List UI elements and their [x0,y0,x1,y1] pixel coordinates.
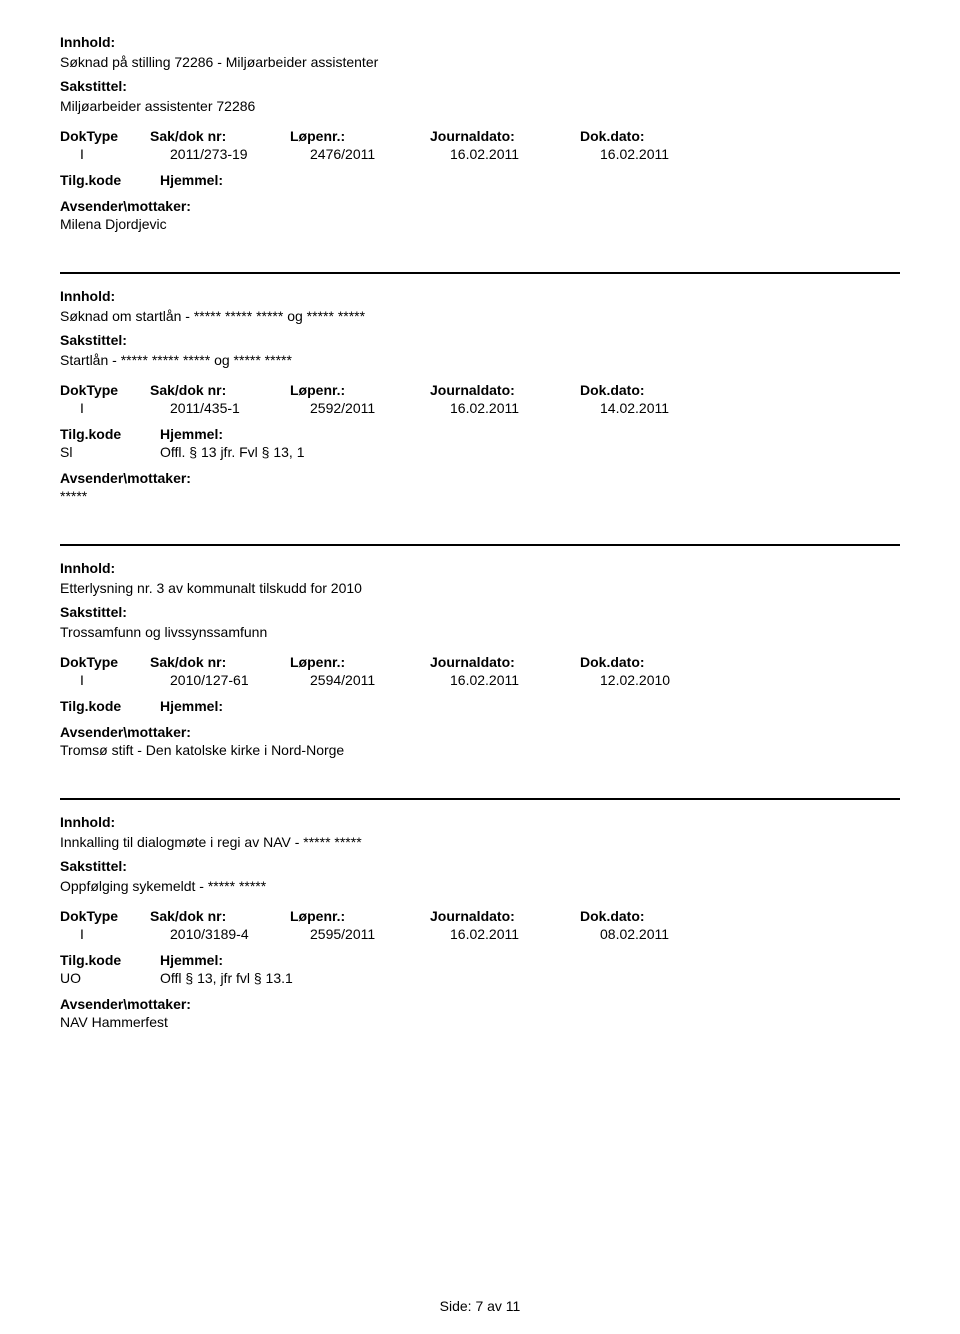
sakstittel-label: Sakstittel: [60,332,900,348]
tilgkode-header: Tilg.kode [60,426,160,442]
sakstittel-label: Sakstittel: [60,858,900,874]
innhold-value: Søknad om startlån - ***** ***** ***** o… [60,308,900,324]
row-headers: DokType Sak/dok nr: Løpenr.: Journaldato… [60,654,900,670]
innhold-value: Innkalling til dialogmøte i regi av NAV … [60,834,900,850]
lopenr-value: 2592/2011 [310,400,450,416]
page-footer: Side: 7 av 11 [0,1298,960,1314]
row-headers: DokType Sak/dok nr: Løpenr.: Journaldato… [60,382,900,398]
record: Innhold: Etterlysning nr. 3 av kommunalt… [60,544,900,758]
hjemmel-header: Hjemmel: [160,426,460,442]
innhold-label: Innhold: [60,34,900,50]
doktype-header: DokType [60,908,150,924]
sakdok-value: 2010/3189-4 [170,926,310,942]
hjemmel-value: Offl § 13, jfr fvl § 13.1 [160,970,560,986]
journaldato-value: 16.02.2011 [450,146,600,162]
sakstittel-label: Sakstittel: [60,78,900,94]
sakstittel-value: Trossamfunn og livssynssamfunn [60,624,900,640]
dokdato-value: 12.02.2010 [600,672,750,688]
dokdato-value: 08.02.2011 [600,926,750,942]
sakstittel-value: Oppfølging sykemeldt - ***** ***** [60,878,900,894]
record: Innhold: Søknad om startlån - ***** ****… [60,272,900,504]
avsender-label: Avsender\mottaker: [60,470,900,486]
lopenr-value: 2595/2011 [310,926,450,942]
tilg-row: Tilg.kode Hjemmel: [60,426,900,442]
hjemmel-value: Offl. § 13 jfr. Fvl § 13, 1 [160,444,560,460]
tilg-row: Tilg.kode Hjemmel: [60,698,900,714]
hjemmel-header: Hjemmel: [160,952,460,968]
innhold-value: Søknad på stilling 72286 - Miljøarbeider… [60,54,900,70]
doktype-header: DokType [60,654,150,670]
journaldato-value: 16.02.2011 [450,926,600,942]
tilgkode-header: Tilg.kode [60,698,160,714]
tilgkode-header: Tilg.kode [60,172,160,188]
dokdato-header: Dok.dato: [580,128,730,144]
sakdok-header: Sak/dok nr: [150,908,290,924]
sakdok-header: Sak/dok nr: [150,654,290,670]
avsender-label: Avsender\mottaker: [60,198,900,214]
record: Innhold: Søknad på stilling 72286 - Milj… [60,20,900,232]
dokdato-value: 14.02.2011 [600,400,750,416]
tilg-row: Tilg.kode Hjemmel: [60,952,900,968]
avsender-label: Avsender\mottaker: [60,996,900,1012]
doktype-value: I [60,146,170,162]
journaldato-value: 16.02.2011 [450,400,600,416]
row-values: I 2010/3189-4 2595/2011 16.02.2011 08.02… [60,926,900,942]
tilgkode-value: Sl [60,444,160,460]
row-values: I 2010/127-61 2594/2011 16.02.2011 12.02… [60,672,900,688]
innhold-value: Etterlysning nr. 3 av kommunalt tilskudd… [60,580,900,596]
avsender-value: NAV Hammerfest [60,1014,900,1030]
doktype-header: DokType [60,382,150,398]
tilg-values: UO Offl § 13, jfr fvl § 13.1 [60,970,900,986]
doktype-header: DokType [60,128,150,144]
innhold-label: Innhold: [60,560,900,576]
doktype-value: I [60,672,170,688]
sakdok-value: 2010/127-61 [170,672,310,688]
lopenr-value: 2594/2011 [310,672,450,688]
doktype-value: I [60,400,170,416]
lopenr-header: Løpenr.: [290,382,430,398]
lopenr-value: 2476/2011 [310,146,450,162]
tilg-values: Sl Offl. § 13 jfr. Fvl § 13, 1 [60,444,900,460]
tilgkode-header: Tilg.kode [60,952,160,968]
sakdok-value: 2011/273-19 [170,146,310,162]
avsender-value: Tromsø stift - Den katolske kirke i Nord… [60,742,900,758]
dokdato-value: 16.02.2011 [600,146,750,162]
sakdok-header: Sak/dok nr: [150,128,290,144]
journaldato-value: 16.02.2011 [450,672,600,688]
lopenr-header: Løpenr.: [290,128,430,144]
hjemmel-header: Hjemmel: [160,698,460,714]
sakdok-value: 2011/435-1 [170,400,310,416]
hjemmel-header: Hjemmel: [160,172,460,188]
tilgkode-value: UO [60,970,160,986]
sakstittel-label: Sakstittel: [60,604,900,620]
journaldato-header: Journaldato: [430,654,580,670]
avsender-value: ***** [60,488,900,504]
tilg-row: Tilg.kode Hjemmel: [60,172,900,188]
row-values: I 2011/435-1 2592/2011 16.02.2011 14.02.… [60,400,900,416]
innhold-label: Innhold: [60,814,900,830]
dokdato-header: Dok.dato: [580,654,730,670]
sakstittel-value: Miljøarbeider assistenter 72286 [60,98,900,114]
page: Innhold: Søknad på stilling 72286 - Milj… [0,0,960,1334]
doktype-value: I [60,926,170,942]
journaldato-header: Journaldato: [430,908,580,924]
record: Innhold: Innkalling til dialogmøte i reg… [60,798,900,1030]
row-headers: DokType Sak/dok nr: Løpenr.: Journaldato… [60,908,900,924]
row-headers: DokType Sak/dok nr: Løpenr.: Journaldato… [60,128,900,144]
innhold-label: Innhold: [60,288,900,304]
journaldato-header: Journaldato: [430,382,580,398]
avsender-label: Avsender\mottaker: [60,724,900,740]
lopenr-header: Løpenr.: [290,654,430,670]
sakdok-header: Sak/dok nr: [150,382,290,398]
dokdato-header: Dok.dato: [580,908,730,924]
sakstittel-value: Startlån - ***** ***** ***** og ***** **… [60,352,900,368]
dokdato-header: Dok.dato: [580,382,730,398]
row-values: I 2011/273-19 2476/2011 16.02.2011 16.02… [60,146,900,162]
journaldato-header: Journaldato: [430,128,580,144]
lopenr-header: Løpenr.: [290,908,430,924]
avsender-value: Milena Djordjevic [60,216,900,232]
